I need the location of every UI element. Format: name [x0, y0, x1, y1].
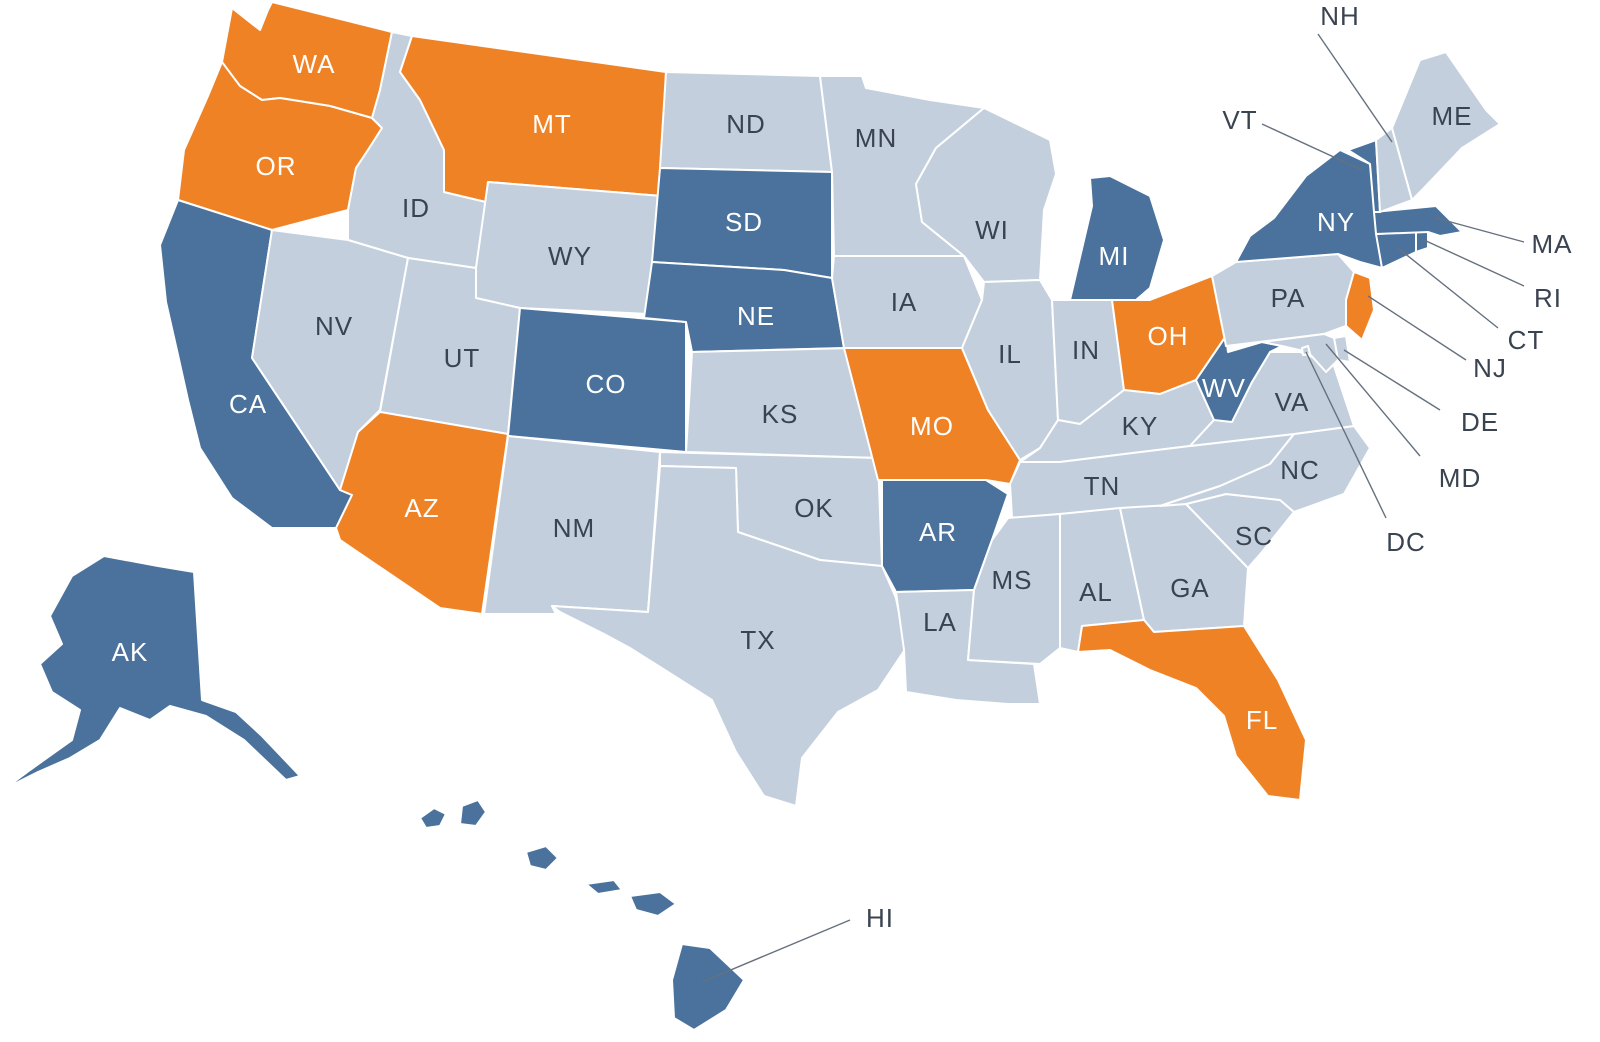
label-pa: PA [1271, 283, 1306, 313]
state-md[interactable] [1261, 333, 1339, 373]
label-nm: NM [553, 513, 595, 543]
label-ok: OK [794, 493, 834, 523]
label-vt: VT [1222, 105, 1257, 135]
label-mi: MI [1099, 241, 1130, 271]
label-id: ID [402, 193, 430, 223]
label-nv: NV [315, 311, 353, 341]
leader-lines [701, 33, 1525, 983]
label-ny: NY [1317, 207, 1355, 237]
label-ms: MS [992, 565, 1033, 595]
label-il: IL [998, 339, 1022, 369]
label-va: VA [1275, 387, 1310, 417]
label-ut: UT [444, 343, 481, 373]
state-nj[interactable] [1345, 271, 1375, 341]
state-nc[interactable] [1159, 425, 1371, 513]
label-ar: AR [919, 517, 957, 547]
label-in: IN [1072, 335, 1100, 365]
label-ga: GA [1170, 573, 1210, 603]
state-labels: WA OR CA ID NV MT WY UT AZ CO NM ND SD N… [112, 1, 1573, 933]
label-ky: KY [1122, 411, 1159, 441]
state-me[interactable] [1391, 51, 1501, 201]
label-wy: WY [548, 241, 592, 271]
state-fl[interactable] [1077, 619, 1307, 801]
state-hi[interactable] [419, 799, 745, 1031]
label-al: AL [1079, 577, 1113, 607]
state-tx[interactable] [551, 465, 907, 807]
label-ne: NE [737, 301, 775, 331]
label-nd: ND [726, 109, 766, 139]
label-md: MD [1439, 463, 1481, 493]
state-mi[interactable] [1069, 175, 1165, 301]
state-dc[interactable] [1301, 345, 1311, 356]
label-dc: DC [1386, 527, 1426, 557]
label-mo: MO [910, 411, 954, 441]
label-la: LA [923, 607, 957, 637]
label-hi: HI [866, 903, 894, 933]
state-az[interactable] [335, 411, 509, 615]
label-me: ME [1432, 101, 1473, 131]
label-tx: TX [740, 625, 775, 655]
label-ca: CA [229, 389, 267, 419]
label-mn: MN [855, 123, 897, 153]
label-co: CO [586, 369, 627, 399]
label-az: AZ [404, 493, 439, 523]
label-mt: MT [532, 109, 572, 139]
state-ak[interactable] [5, 555, 301, 789]
label-sc: SC [1235, 521, 1273, 551]
state-ma[interactable] [1373, 205, 1463, 237]
state-vt[interactable] [1347, 139, 1381, 213]
label-nh: NH [1320, 1, 1360, 31]
label-nj: NJ [1473, 353, 1507, 383]
label-wi: WI [975, 215, 1009, 245]
label-ia: IA [891, 287, 918, 317]
state-ct[interactable] [1375, 231, 1417, 269]
label-oh: OH [1148, 321, 1189, 351]
label-or: OR [256, 151, 297, 181]
label-ma: MA [1532, 229, 1573, 259]
state-ri[interactable] [1415, 231, 1429, 253]
label-nc: NC [1280, 455, 1320, 485]
label-sd: SD [725, 207, 763, 237]
label-wa: WA [293, 49, 336, 79]
label-ks: KS [762, 399, 799, 429]
label-ct: CT [1508, 325, 1545, 355]
label-fl: FL [1246, 705, 1278, 735]
label-ri: RI [1534, 283, 1562, 313]
label-de: DE [1461, 407, 1499, 437]
label-ak: AK [112, 637, 149, 667]
label-tn: TN [1084, 471, 1121, 501]
state-ny[interactable] [1235, 149, 1383, 269]
label-wv: WV [1202, 373, 1246, 403]
